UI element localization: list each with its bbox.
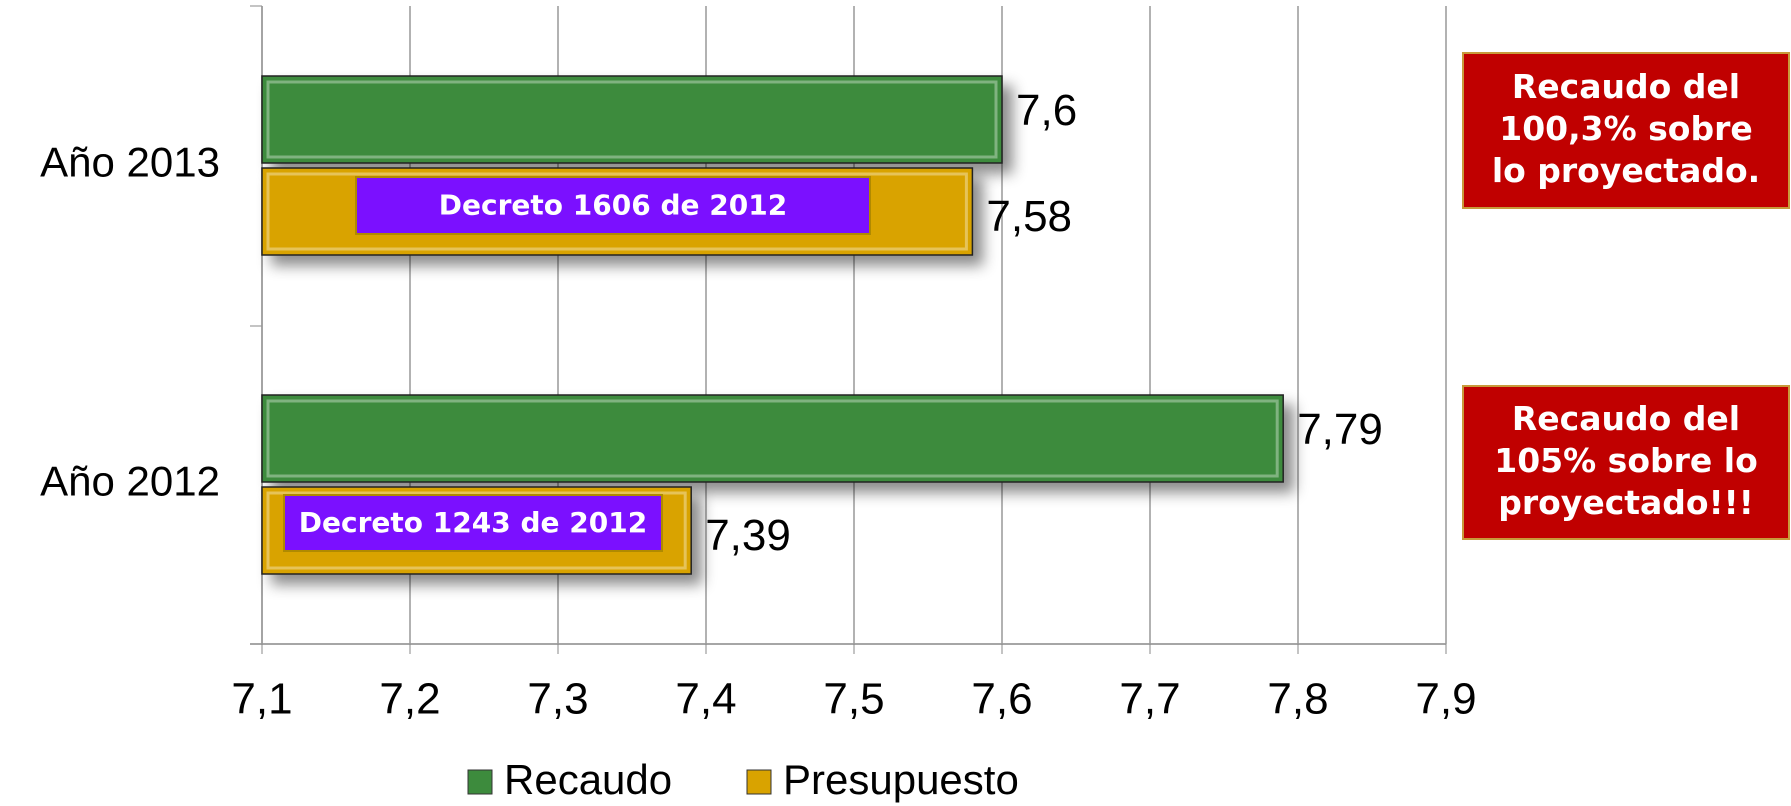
x-tick-label: 7,1 (231, 675, 292, 724)
x-tick-label: 7,2 (379, 675, 440, 724)
note-box (283, 494, 663, 552)
legend-label: Presupuesto (783, 756, 1019, 803)
bar-group (261, 394, 1284, 483)
x-tick-label: 7,9 (1415, 675, 1476, 724)
callout-text: 100,3% sobre (1499, 109, 1753, 148)
callout-text: 105% sobre lo (1494, 441, 1758, 480)
legend-label: Recaudo (504, 756, 672, 803)
x-tick-label: 7,7 (1119, 675, 1180, 724)
legend-swatch (467, 769, 493, 795)
callout-text: Recaudo del (1512, 67, 1740, 106)
value-label: 7,6 (1016, 86, 1077, 135)
legend-swatch (746, 769, 772, 795)
bar-bevel (266, 491, 687, 570)
callout-text: Recaudo del (1512, 399, 1740, 438)
y-tick-label: Año 2013 (40, 139, 220, 186)
callout-text: proyectado!!! (1498, 483, 1754, 522)
x-tick-label: 7,8 (1267, 675, 1328, 724)
x-tick-label: 7,6 (971, 675, 1032, 724)
x-tick-label: 7,5 (823, 675, 884, 724)
note-box (355, 176, 871, 235)
bar-bevel (266, 80, 998, 159)
bar (261, 75, 1003, 164)
value-label: 7,39 (705, 511, 791, 560)
callout-text: lo proyectado. (1492, 151, 1760, 190)
callout-box (1462, 52, 1790, 209)
y-tick-label: Año 2012 (40, 458, 220, 505)
bar-group (261, 75, 1003, 164)
note-text: Decreto 1243 de 2012 (299, 506, 647, 539)
callout-box (1462, 385, 1790, 540)
note-text: Decreto 1606 de 2012 (439, 189, 787, 222)
bar-bevel (266, 399, 1279, 478)
bar (261, 394, 1284, 483)
value-label: 7,79 (1297, 405, 1383, 454)
bar-bevel (266, 172, 968, 251)
value-label: 7,58 (986, 192, 1072, 241)
x-tick-label: 7,3 (527, 675, 588, 724)
x-tick-label: 7,4 (675, 675, 736, 724)
